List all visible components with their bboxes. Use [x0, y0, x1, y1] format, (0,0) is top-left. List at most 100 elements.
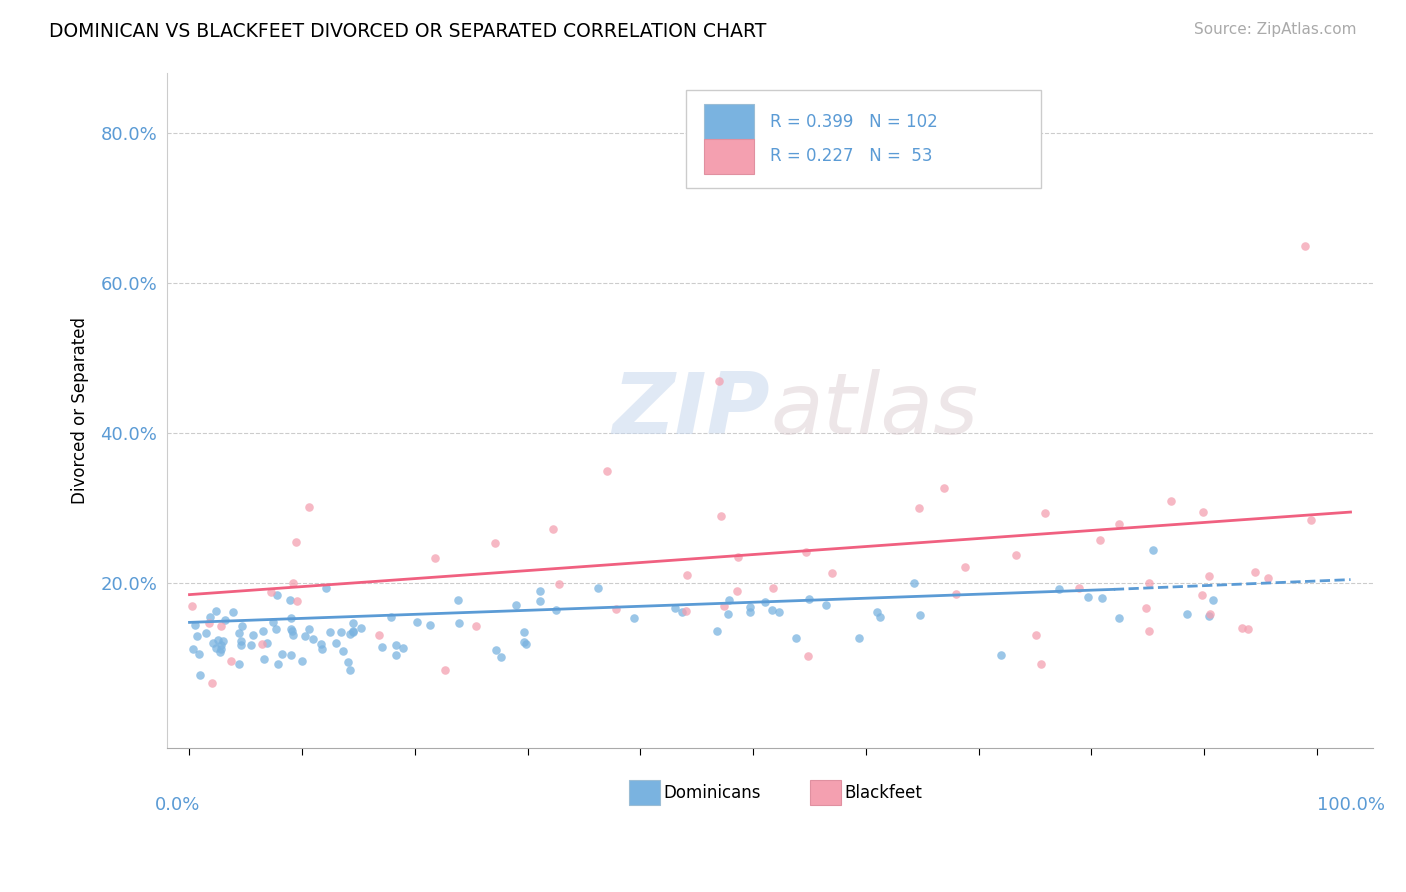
Point	[319, 625, 342, 640]
Point	[202, 636, 225, 650]
Point	[256, 636, 278, 650]
Point	[302, 632, 325, 646]
Point	[754, 595, 776, 609]
Point	[797, 592, 820, 607]
Point	[515, 637, 537, 651]
Point	[209, 618, 232, 632]
Point	[278, 593, 301, 607]
Point	[181, 642, 204, 657]
Point	[544, 603, 567, 617]
Point	[205, 604, 228, 618]
Point	[339, 664, 361, 678]
Point	[762, 581, 785, 595]
Point	[727, 550, 749, 565]
Text: 0.0%: 0.0%	[155, 796, 200, 814]
Point	[512, 634, 534, 648]
Point	[1198, 569, 1220, 583]
Point	[198, 615, 221, 630]
Point	[406, 615, 429, 629]
Point	[229, 638, 252, 652]
Point	[370, 640, 392, 654]
Point	[848, 631, 870, 645]
Point	[1031, 657, 1053, 671]
Point	[337, 656, 360, 670]
Point	[1202, 593, 1225, 607]
Point	[385, 648, 408, 662]
Point	[209, 638, 232, 652]
Point	[309, 637, 332, 651]
Point	[1301, 513, 1323, 527]
Point	[242, 628, 264, 642]
Point	[512, 625, 534, 640]
Point	[214, 613, 236, 627]
Point	[1108, 517, 1130, 532]
Point	[485, 643, 508, 657]
Point	[1137, 624, 1160, 638]
Point	[186, 629, 208, 643]
Point	[794, 544, 817, 558]
Point	[595, 464, 617, 478]
Y-axis label: Divorced or Separated: Divorced or Separated	[72, 318, 89, 504]
Text: ZIP: ZIP	[613, 369, 770, 452]
Point	[253, 651, 276, 665]
Point	[953, 560, 976, 574]
Point	[240, 638, 263, 652]
Point	[675, 567, 697, 582]
Point	[342, 624, 364, 639]
Point	[543, 522, 565, 536]
Point	[367, 628, 389, 642]
Point	[280, 622, 302, 636]
Point	[1236, 622, 1258, 636]
Point	[190, 668, 212, 682]
Point	[392, 641, 415, 656]
Point	[821, 566, 844, 580]
Point	[229, 634, 252, 648]
Point	[1257, 571, 1279, 585]
Point	[489, 650, 512, 665]
Text: atlas: atlas	[770, 369, 979, 452]
Point	[768, 605, 790, 619]
Point	[1142, 543, 1164, 558]
Point	[267, 657, 290, 671]
Point	[266, 622, 288, 636]
Point	[1198, 607, 1220, 622]
Text: 100.0%: 100.0%	[1317, 796, 1385, 814]
Point	[869, 610, 891, 624]
Point	[709, 374, 731, 388]
Point	[385, 638, 408, 652]
FancyBboxPatch shape	[703, 104, 755, 139]
Point	[280, 611, 302, 625]
Point	[207, 632, 229, 647]
Point	[1067, 582, 1090, 596]
Point	[271, 648, 294, 662]
Point	[1243, 565, 1265, 579]
Text: Dominicans: Dominicans	[664, 784, 762, 802]
Text: R = 0.399   N = 102: R = 0.399 N = 102	[770, 112, 938, 130]
Point	[717, 593, 740, 607]
Point	[706, 624, 728, 639]
Point	[339, 626, 361, 640]
Point	[761, 603, 783, 617]
Point	[738, 605, 761, 619]
Point	[280, 648, 302, 663]
Point	[484, 536, 506, 550]
Point	[252, 637, 274, 651]
Point	[231, 619, 253, 633]
Text: Blackfeet: Blackfeet	[845, 784, 922, 802]
Point	[315, 581, 337, 595]
Point	[184, 617, 207, 632]
Point	[290, 655, 312, 669]
Point	[342, 616, 364, 631]
Point	[181, 599, 204, 614]
Point	[209, 644, 232, 658]
FancyBboxPatch shape	[810, 780, 841, 805]
Point	[252, 624, 274, 639]
Point	[332, 643, 354, 657]
Point	[710, 508, 733, 523]
Point	[205, 641, 228, 656]
Point	[1160, 494, 1182, 508]
FancyBboxPatch shape	[703, 138, 755, 174]
Point	[725, 583, 748, 598]
Point	[342, 624, 364, 639]
Point	[586, 581, 609, 595]
